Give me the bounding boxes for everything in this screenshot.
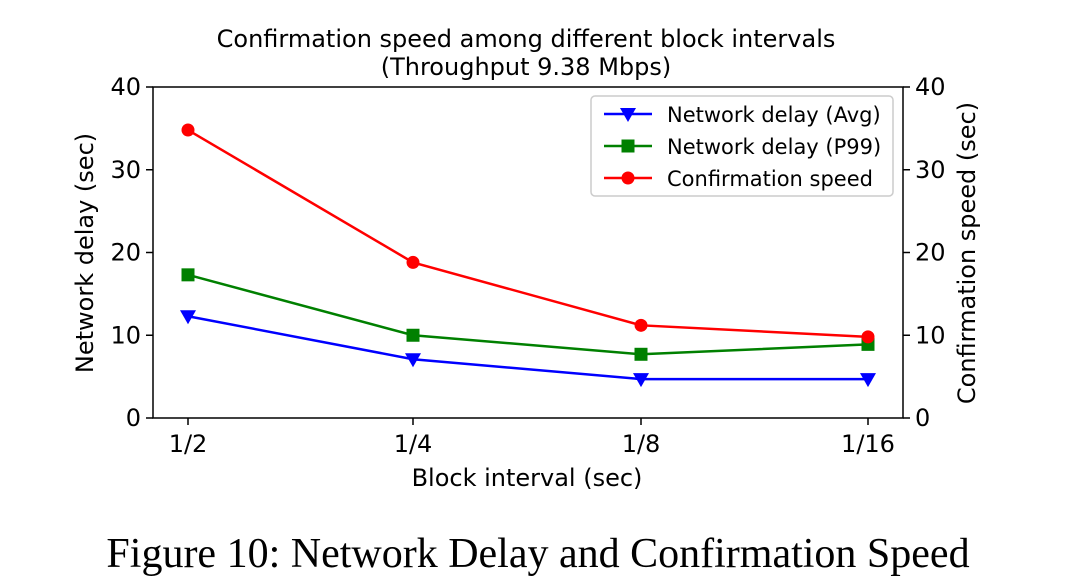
legend-entry-label: Network delay (Avg) <box>667 103 881 127</box>
data-point <box>860 373 876 388</box>
data-point <box>181 268 195 282</box>
y-tick-label-left: 30 <box>110 156 141 184</box>
y-tick-label-right: 40 <box>915 73 946 101</box>
legend-swatch-marker <box>620 108 636 122</box>
y-tick-label-right: 10 <box>915 321 946 349</box>
series-line <box>187 273 869 356</box>
legend-entry-label: Network delay (P99) <box>667 135 881 159</box>
data-point <box>634 318 648 332</box>
series-line <box>187 128 869 339</box>
figure-caption: Figure 10: Network Delay and Confirmatio… <box>106 531 969 577</box>
data-point <box>406 328 420 342</box>
chart-title-line1: Confirmation speed among different block… <box>217 25 836 53</box>
data-point <box>406 255 420 269</box>
y-tick-label-right: 0 <box>915 404 930 432</box>
y-axis-label-left: Network delay (sec) <box>71 133 99 373</box>
series-line <box>187 314 868 381</box>
data-point <box>181 123 195 137</box>
x-tick-label: 1/4 <box>394 430 433 458</box>
data-point <box>634 347 648 361</box>
y-axis-label-right: Confirmation speed (sec) <box>953 102 981 404</box>
data-point <box>633 373 649 388</box>
y-tick-label-left: 0 <box>126 404 141 432</box>
legend-swatch-marker <box>621 139 635 153</box>
y-tick-label-left: 40 <box>110 73 141 101</box>
x-tick-label: 1/8 <box>622 430 661 458</box>
legend-entry-label: Confirmation speed <box>667 167 873 191</box>
legend: Network delay (Avg) Network delay (P99) Co… <box>590 95 894 197</box>
y-tick-label-right: 20 <box>915 239 946 267</box>
data-point <box>180 310 196 325</box>
y-tick-label-left: 10 <box>110 321 141 349</box>
x-tick-label: 1/2 <box>169 430 208 458</box>
y-tick-label-right: 30 <box>915 156 946 184</box>
chart-title-line2: (Throughput 9.38 Mbps) <box>381 53 672 81</box>
x-tick-label: 1/16 <box>841 430 895 458</box>
data-point <box>405 353 421 368</box>
legend-swatch-marker <box>621 171 635 185</box>
data-point <box>861 330 875 344</box>
plot-area: 0 10 20 30 40 0 10 20 30 40 1/2 1/4 1/8 1/16 <box>110 73 945 458</box>
legend-box <box>590 95 894 197</box>
y-tick-label-left: 20 <box>110 239 141 267</box>
x-axis-label: Block interval (sec) <box>412 464 643 492</box>
